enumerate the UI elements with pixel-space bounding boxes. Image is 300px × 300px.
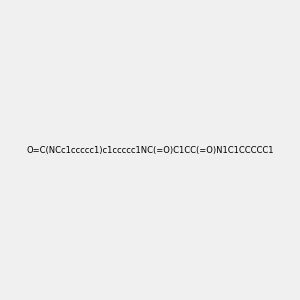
Text: O=C(NCc1ccccc1)c1ccccc1NC(=O)C1CC(=O)N1C1CCCCC1: O=C(NCc1ccccc1)c1ccccc1NC(=O)C1CC(=O)N1C… (26, 146, 274, 154)
